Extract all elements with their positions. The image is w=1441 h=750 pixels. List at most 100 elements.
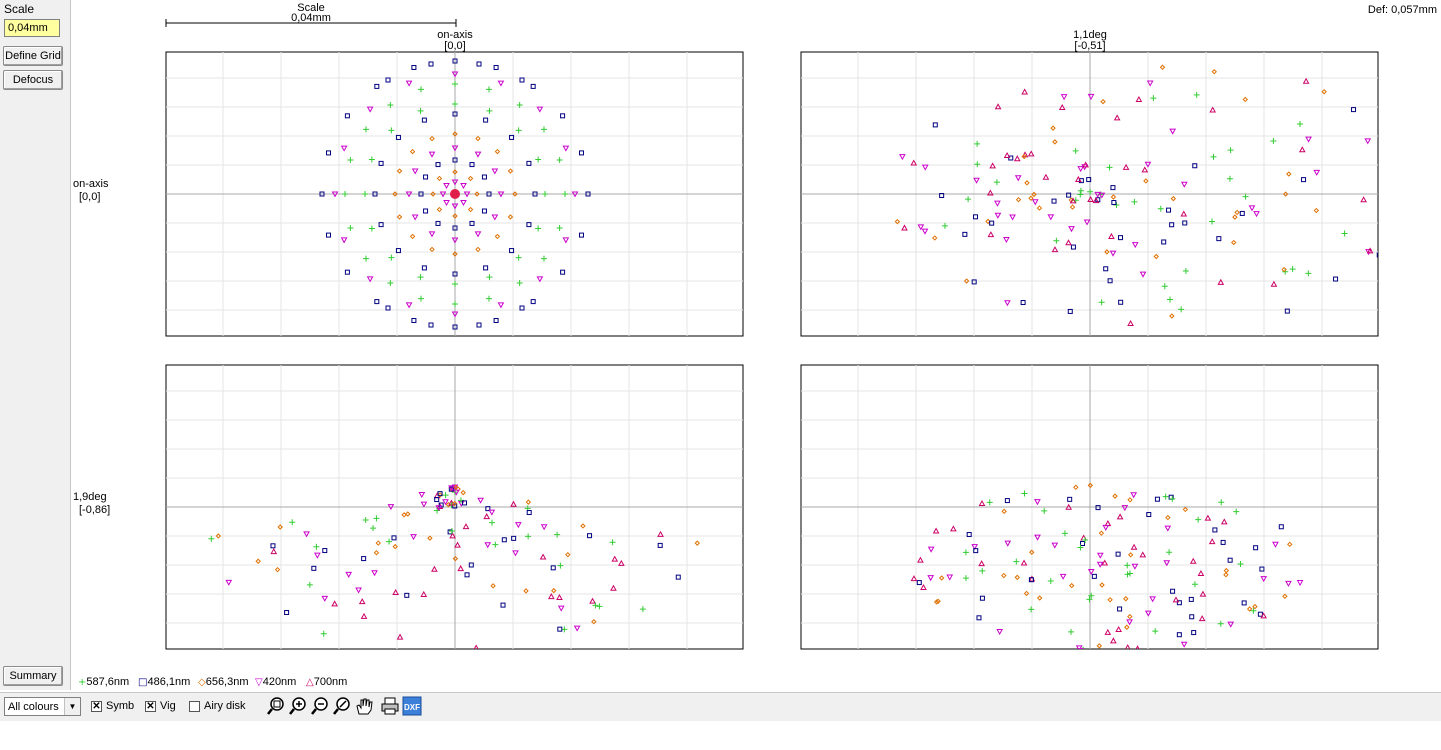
spot-marker: [485, 506, 491, 512]
spot-marker: [326, 232, 332, 238]
spot-marker: [215, 533, 222, 539]
spot-marker: [1047, 214, 1055, 221]
spot-marker: [1223, 572, 1229, 578]
spot-marker: [1087, 195, 1094, 202]
pan-hand-icon[interactable]: [354, 696, 374, 716]
spot-marker: [986, 189, 994, 196]
spot-marker: [511, 535, 517, 541]
spot-marker: [497, 302, 505, 309]
spot-marker: [578, 232, 584, 238]
spot-marker: [509, 248, 515, 254]
spot-marker: [1014, 574, 1020, 581]
zoom-in-icon[interactable]: [288, 696, 308, 716]
spot-marker: [932, 235, 938, 241]
symb-checkbox[interactable]: ✕: [91, 701, 102, 712]
spot-marker: [542, 191, 548, 197]
print-icon[interactable]: [380, 696, 400, 716]
spot-marker: [1014, 175, 1022, 182]
spot-marker: [1182, 220, 1188, 226]
spot-marker: [411, 214, 419, 221]
spot-marker: [1083, 219, 1091, 226]
spot-marker: [932, 122, 938, 128]
spot-marker: [342, 191, 348, 197]
spot-marker: [435, 220, 441, 226]
spot-marker: [1182, 506, 1189, 513]
scale-input[interactable]: [4, 19, 60, 37]
spot-marker: [481, 174, 487, 180]
spot-marker: [451, 311, 459, 318]
spot-marker: [448, 486, 454, 492]
airy-disk-label: Airy disk: [204, 700, 246, 712]
colour-select[interactable]: All colours ▼: [4, 697, 81, 716]
scale-bar: [165, 19, 457, 27]
spot-marker: [1246, 606, 1253, 612]
legend-item-420nm: ▽420nm: [255, 676, 296, 688]
spot-marker: [965, 196, 972, 203]
spot-marker: [418, 295, 425, 302]
spot-marker: [494, 233, 501, 240]
spot-marker: [373, 515, 380, 522]
spot-marker: [1260, 612, 1267, 619]
zoom-reset-icon[interactable]: [332, 696, 352, 716]
spot-marker: [962, 575, 969, 582]
spot-marker: [1180, 210, 1188, 217]
spot-marker: [460, 489, 466, 496]
spot-marker: [464, 572, 470, 578]
spot-marker: [443, 183, 450, 190]
spot-marker: [454, 541, 461, 548]
spot-marker: [462, 500, 468, 506]
spot-marker: [1109, 250, 1117, 257]
spot-marker: [417, 274, 424, 281]
spot-marker: [550, 565, 556, 571]
define-grid-button[interactable]: Define Grid: [3, 46, 63, 66]
spot-marker: [1031, 199, 1039, 206]
spot-marker: [1297, 120, 1304, 127]
spot-marker: [1193, 91, 1200, 98]
spot-marker: [225, 579, 233, 586]
spot-marker: [392, 191, 398, 197]
spot-marker: [1305, 270, 1312, 277]
spot-marker: [1301, 177, 1307, 183]
spot-marker: [1031, 191, 1037, 198]
spot-marker: [366, 106, 374, 113]
spot-marker: [557, 605, 565, 612]
zoom-out-icon[interactable]: [310, 696, 330, 716]
spot-marker: [1131, 563, 1139, 570]
vig-checkbox[interactable]: ✕: [145, 701, 156, 712]
chevron-down-icon[interactable]: ▼: [64, 698, 80, 715]
spot-marker: [973, 214, 979, 220]
spot-marker: [1052, 139, 1058, 145]
spot-marker: [452, 111, 458, 117]
spot-marker: [1169, 495, 1176, 502]
spot-panel-onaxis: [165, 51, 744, 337]
export-dxf-icon[interactable]: DXF: [402, 696, 422, 716]
spot-marker: [1115, 626, 1122, 633]
spot-marker: [587, 533, 593, 539]
spot-marker: [540, 524, 548, 531]
spot-marker: [439, 191, 447, 198]
summary-button[interactable]: Summary: [3, 666, 63, 686]
spot-marker: [932, 527, 940, 534]
spot-marker: [485, 86, 492, 93]
spot-marker: [303, 531, 310, 538]
spot-marker: [1070, 244, 1076, 250]
spot-marker: [1021, 153, 1027, 160]
spot-marker: [910, 159, 918, 166]
spot-marker: [994, 212, 1002, 219]
spot-marker: [1066, 192, 1072, 198]
spot-marker: [939, 193, 945, 199]
vig-label: Vig: [160, 700, 176, 712]
spot-marker: [1021, 490, 1028, 497]
spot-marker: [1233, 508, 1240, 515]
spot-marker: [388, 127, 395, 134]
spot-marker: [372, 191, 378, 197]
zoom-fit-icon[interactable]: [266, 696, 286, 716]
spot-marker: [1113, 114, 1121, 121]
spot-marker: [368, 225, 375, 232]
spot-marker: [1141, 166, 1149, 173]
airy-disk-checkbox[interactable]: [189, 701, 200, 712]
spot-marker: [467, 175, 474, 182]
spot-marker: [451, 179, 459, 186]
spot-marker: [451, 71, 459, 78]
defocus-button[interactable]: Defocus: [3, 70, 63, 90]
